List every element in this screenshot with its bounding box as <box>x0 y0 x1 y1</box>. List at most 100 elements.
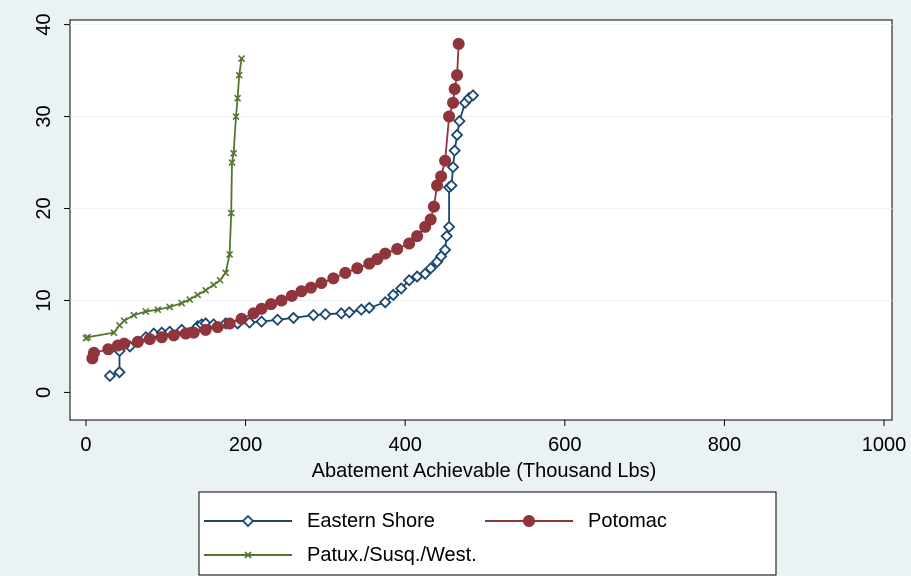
data-point <box>451 69 464 82</box>
x-axis: 0 200 400 600 800 1000 <box>80 420 906 456</box>
data-point <box>238 55 246 63</box>
data-point <box>227 209 235 217</box>
data-point <box>448 144 461 157</box>
data-point <box>448 82 461 95</box>
data-point <box>202 286 210 294</box>
data-point <box>271 313 284 327</box>
series-1 <box>86 37 465 365</box>
data-point <box>83 333 92 341</box>
data-point <box>379 247 392 260</box>
data-point <box>265 298 278 311</box>
data-point <box>424 262 437 275</box>
legend-entry: Potomac <box>485 510 667 532</box>
data-point <box>223 317 236 330</box>
data-point <box>232 112 240 121</box>
data-point <box>362 301 376 315</box>
data-point <box>319 307 332 321</box>
data-point <box>275 294 288 307</box>
data-point <box>452 37 465 50</box>
data-point <box>234 94 242 102</box>
x-axis-title: Abatement Achievable (Thousand Lbs) <box>312 460 657 482</box>
legend-marker <box>241 514 255 528</box>
data-point <box>351 262 364 275</box>
y-tick-label: 20 <box>33 197 55 219</box>
data-point <box>391 242 404 255</box>
data-point <box>226 250 234 259</box>
legend-entry: Patux./Susq./West. <box>204 544 477 566</box>
data-point <box>103 369 117 383</box>
data-point <box>443 110 456 123</box>
data-point <box>131 335 144 348</box>
legend-marker <box>523 515 535 527</box>
data-point <box>210 281 218 289</box>
x-tick-label: 0 <box>80 434 91 456</box>
data-point <box>113 365 126 379</box>
data-point <box>453 114 466 128</box>
data-point <box>142 307 150 316</box>
data-point <box>394 282 408 295</box>
series-2 <box>82 55 246 342</box>
data-point <box>118 337 131 350</box>
data-point <box>447 96 460 109</box>
x-tick-label: 1000 <box>862 434 907 456</box>
y-tick-label: 40 <box>33 13 55 35</box>
data-point <box>154 306 162 314</box>
data-point <box>130 311 138 319</box>
legend-label: Eastern Shore <box>307 510 435 532</box>
data-point <box>255 302 268 315</box>
data-point <box>186 295 194 304</box>
data-point <box>166 303 174 311</box>
data-point <box>446 160 460 174</box>
y-tick-label: 30 <box>33 105 55 127</box>
data-point <box>305 281 318 294</box>
data-point <box>87 346 100 359</box>
data-point <box>222 269 230 277</box>
data-point <box>235 312 248 325</box>
data-point <box>438 243 452 257</box>
legend: Eastern Shore Potomac Patux./Susq./West. <box>198 491 777 576</box>
data-point <box>435 170 448 183</box>
data-point <box>110 329 118 337</box>
data-point <box>427 200 440 213</box>
data-point <box>255 315 268 328</box>
data-point <box>450 128 464 142</box>
data-point <box>194 291 202 299</box>
y-axis: 0 10 20 30 40 <box>33 13 70 398</box>
data-point <box>445 179 458 192</box>
data-point <box>411 230 424 243</box>
data-point <box>424 213 437 226</box>
data-point <box>339 266 352 279</box>
y-tick-label: 10 <box>33 289 55 311</box>
data-point <box>155 331 168 344</box>
data-point <box>466 89 480 102</box>
data-point <box>439 154 452 167</box>
data-point <box>440 229 453 243</box>
legend-marker <box>244 551 252 559</box>
data-point <box>230 149 238 157</box>
data-point <box>285 289 298 302</box>
data-point <box>402 273 416 287</box>
data-point <box>442 220 456 234</box>
data-point <box>386 288 400 302</box>
data-point <box>120 317 128 325</box>
gridlines <box>70 24 892 301</box>
data-point <box>327 272 340 285</box>
x-tick-label: 200 <box>229 434 262 456</box>
data-point <box>403 237 416 250</box>
plot-area <box>69 19 893 421</box>
data-point <box>143 333 156 346</box>
data-point <box>287 311 300 325</box>
legend-entry: Eastern Shore <box>204 510 435 532</box>
x-tick-label: 400 <box>388 434 421 456</box>
y-tick-label: 0 <box>33 387 55 398</box>
data-point <box>343 306 356 319</box>
data-point <box>235 71 243 79</box>
data-point <box>178 299 186 307</box>
x-tick-label: 800 <box>708 434 741 456</box>
x-tick-label: 600 <box>548 434 581 456</box>
data-point <box>307 308 320 322</box>
legend-box <box>198 491 777 576</box>
data-point <box>211 321 224 334</box>
data-point <box>228 158 236 167</box>
